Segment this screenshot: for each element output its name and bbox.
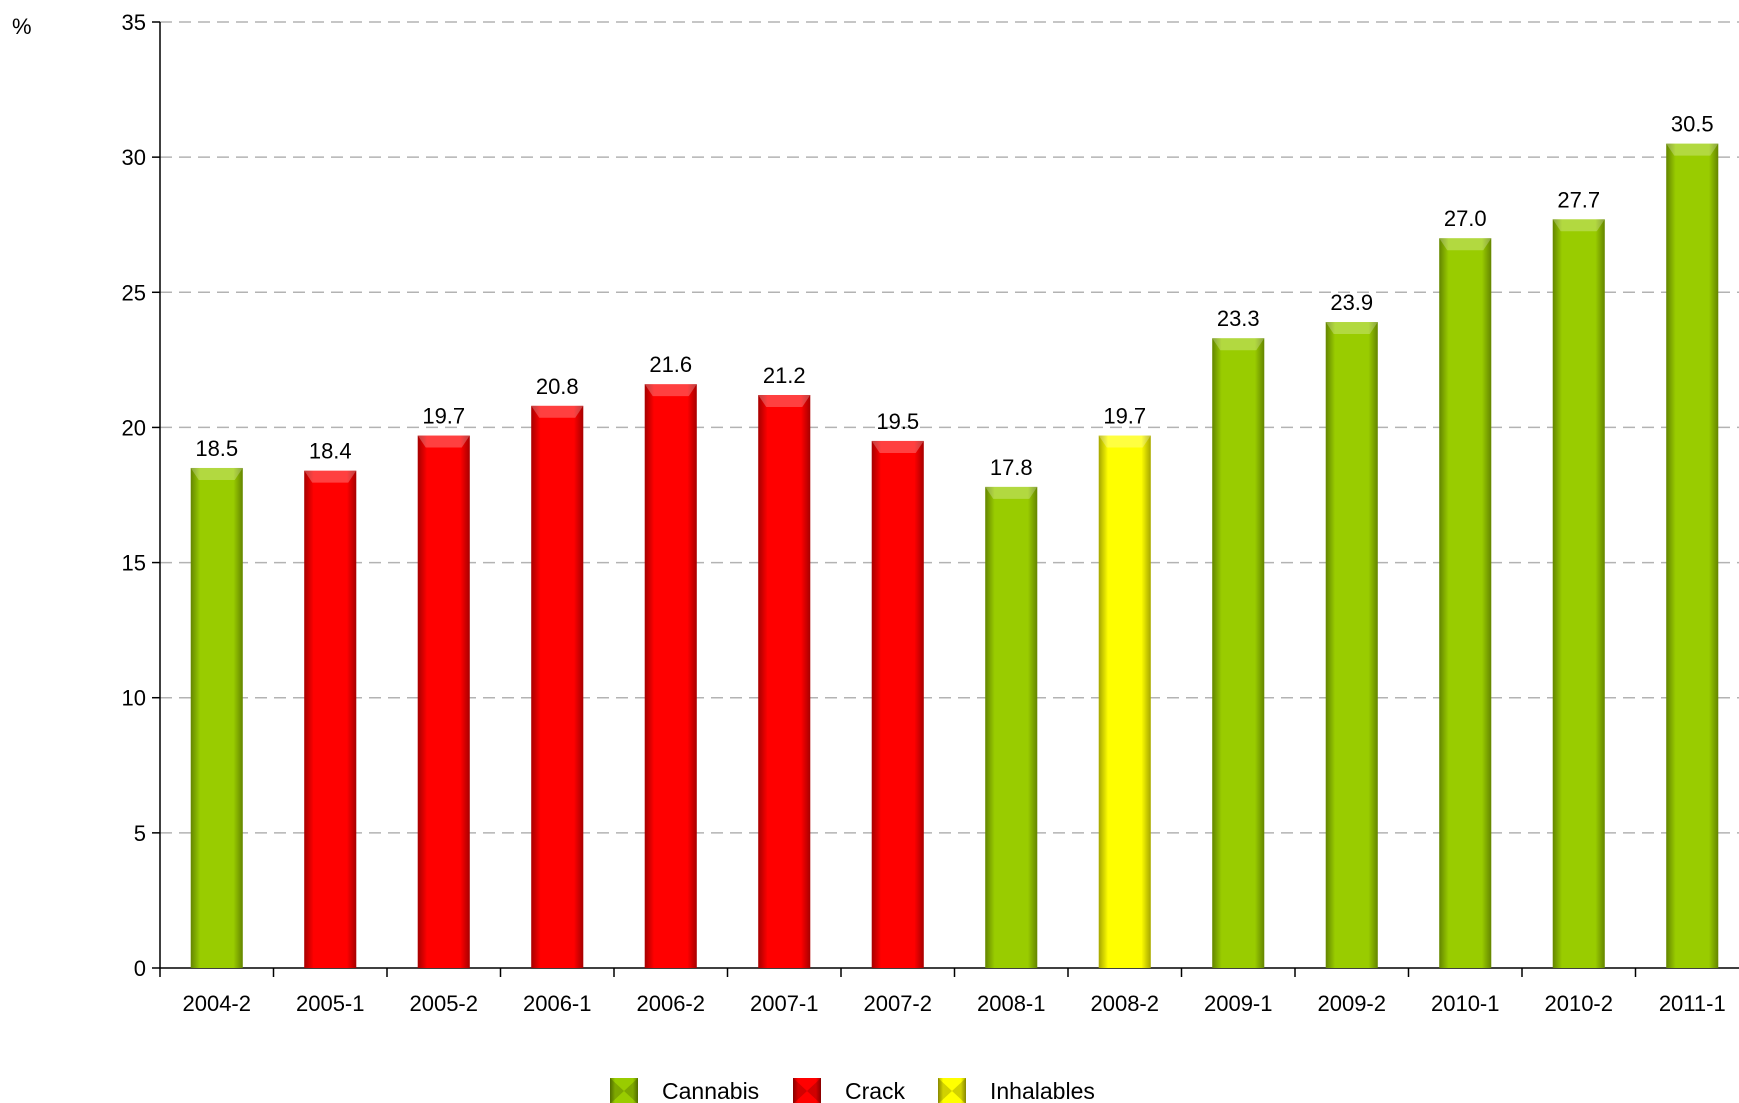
y-tick-label: 20 (122, 415, 146, 440)
x-tick-label: 2004-2 (182, 991, 251, 1016)
bar-value-label: 23.9 (1330, 290, 1373, 315)
x-tick-label: 2005-2 (409, 991, 478, 1016)
bar-value-label: 19.5 (876, 409, 919, 434)
legend-label: Inhalables (990, 1078, 1095, 1103)
legend-item-inhalables: Inhalables (938, 1078, 1095, 1103)
y-tick-label: 25 (122, 280, 146, 305)
bar-2009-2 (1325, 322, 1378, 968)
legend-label: Cannabis (662, 1078, 759, 1103)
axes: 0 5 10 15 20 25 30 35 2004-2 2005-1 2005-2 2006-1 20… (122, 10, 1739, 1016)
x-tick-label: 2008-2 (1090, 991, 1159, 1016)
bar-2006-2 (644, 384, 697, 968)
bar-value-label: 23.3 (1217, 306, 1260, 331)
bar-2004-2 (190, 467, 243, 968)
bar-2011-1 (1666, 143, 1719, 969)
x-tick-label: 2009-2 (1317, 991, 1386, 1016)
bar-value-label: 21.2 (763, 363, 806, 388)
bar-value-labels: 18.5 18.4 19.7 20.8 21.6 21.2 19.5 17.8 19.7 23.3… (195, 112, 1713, 480)
bar-2010-1 (1439, 238, 1492, 968)
bar-2007-2 (871, 440, 924, 968)
legend-item-crack: Crack (793, 1078, 906, 1103)
y-tick-label: 30 (122, 145, 146, 170)
bar-value-label: 17.8 (990, 455, 1033, 480)
bar-2005-2 (417, 435, 470, 969)
bar-value-label: 21.6 (649, 352, 692, 377)
bar-2008-1 (985, 486, 1038, 968)
x-tick-label: 2005-1 (296, 991, 365, 1016)
bar-value-label: 18.4 (309, 439, 352, 464)
y-axis-unit-label: % (12, 14, 32, 39)
bar-2007-1 (758, 394, 811, 969)
x-tick-label: 2009-1 (1204, 991, 1273, 1016)
bar-2009-1 (1212, 338, 1265, 969)
bar-value-label: 27.0 (1444, 206, 1487, 231)
bar-value-label: 20.8 (536, 374, 579, 399)
x-tick-label: 2011-1 (1659, 991, 1726, 1016)
bar-2006-1 (531, 405, 584, 968)
legend-item-cannabis: Cannabis (610, 1078, 759, 1103)
y-tick-label: 15 (122, 551, 146, 576)
legend-label: Crack (845, 1078, 906, 1103)
gridlines (160, 21, 1739, 834)
x-tick-label: 2006-2 (636, 991, 705, 1016)
bar-2005-1 (304, 470, 357, 968)
y-tick-label: 5 (134, 821, 146, 846)
x-tick-label: 2007-2 (863, 991, 932, 1016)
x-tick-label: 2007-1 (750, 991, 819, 1016)
y-tick-label: 0 (134, 956, 146, 981)
bar-value-label: 19.7 (1103, 404, 1146, 429)
bar-2008-2 (1098, 435, 1151, 969)
bar-value-label: 30.5 (1671, 112, 1714, 137)
x-tick-label: 2008-1 (977, 991, 1046, 1016)
bar-2010-2 (1552, 219, 1605, 968)
y-tick-label: 10 (122, 686, 146, 711)
x-tick-label: 2010-1 (1431, 991, 1500, 1016)
legend: Cannabis Crack Inhalables (610, 1078, 1095, 1103)
bar-value-label: 19.7 (422, 404, 465, 429)
bar-value-label: 18.5 (195, 436, 238, 461)
x-tick-label: 2006-1 (523, 991, 592, 1016)
bar-value-label: 27.7 (1557, 187, 1600, 212)
y-tick-label: 35 (122, 10, 146, 35)
x-tick-label: 2010-2 (1544, 991, 1613, 1016)
bars (190, 143, 1719, 969)
